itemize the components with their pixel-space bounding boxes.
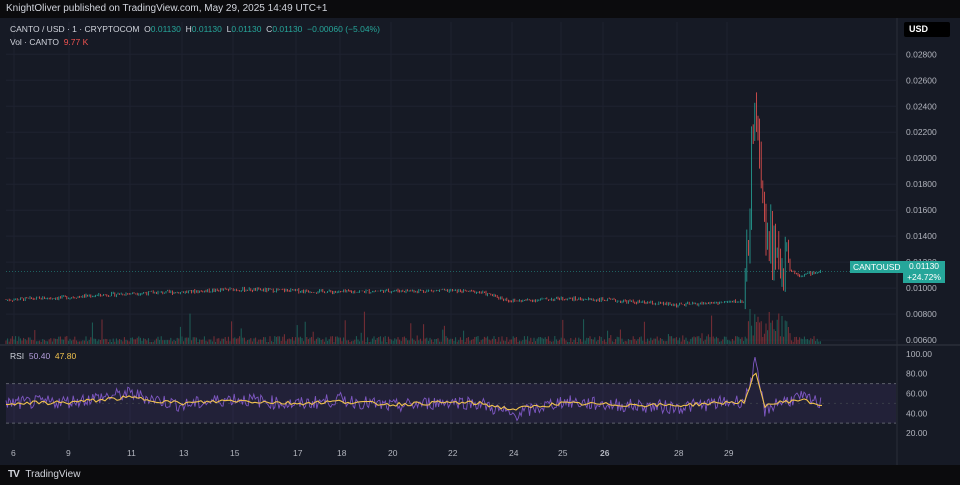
price-tick-label: 0.00600	[906, 335, 937, 345]
close-label: C	[266, 24, 273, 34]
low-value: 0.01130	[231, 24, 262, 34]
open-value: 0.01130	[150, 24, 181, 34]
last-price-value: 0.01130	[908, 261, 940, 271]
rsi-tick-label: 40.00	[906, 408, 928, 418]
publisher-text: KnightOliver published on TradingView.co…	[6, 3, 328, 14]
footer-bar: TV TradingView	[0, 465, 960, 485]
x-tick-label: 15	[230, 448, 240, 458]
x-tick-label: 6	[11, 448, 16, 458]
x-tick-label: 9	[66, 448, 71, 458]
rsi-value: 50.40	[28, 351, 51, 361]
rsi-tick-label: 60.00	[906, 389, 928, 399]
rsi-ma-line	[5, 372, 822, 411]
high-label: H	[185, 24, 192, 34]
price-tick-label: 0.01400	[906, 231, 937, 241]
price-tick-label: 0.02200	[906, 127, 937, 137]
x-tick-label: 28	[674, 448, 684, 458]
x-tick-label: 24	[509, 448, 519, 458]
price-tick-label: 0.01000	[906, 283, 937, 293]
x-tick-label: 11	[127, 448, 136, 458]
x-tick-label: 22	[448, 448, 458, 458]
rsi-tick-label: 100.00	[906, 349, 932, 359]
last-price-change: +24.72%	[907, 272, 941, 282]
price-tick-label: 0.01800	[906, 179, 937, 189]
last-price-ticker: CANTOUSD	[850, 261, 904, 273]
x-tick-label: 13	[179, 448, 189, 458]
symbol-label: CANTO / USD · 1 · CRYPTOCOM	[10, 24, 140, 34]
symbol-legend[interactable]: CANTO / USD · 1 · CRYPTOCOM O0.01130 H0.…	[10, 24, 380, 34]
open-label: O	[144, 24, 151, 34]
x-tick-label: 26	[600, 448, 610, 458]
close-value: 0.01130	[272, 24, 303, 34]
price-tick-label: 0.02400	[906, 101, 937, 111]
x-tick-label: 20	[388, 448, 398, 458]
price-tick-label: 0.02000	[906, 153, 937, 163]
last-price-tag: 0.01130 +24.72%	[903, 261, 945, 283]
x-tick-label: 25	[558, 448, 568, 458]
price-tick-label: 0.02800	[906, 49, 937, 59]
price-tick-label: 0.01600	[906, 205, 937, 215]
x-tick-label: 29	[724, 448, 734, 458]
chart-canvas[interactable]: 0.02800 0.02600 0.02400 0.02200 0.02000 0.018…	[0, 18, 960, 465]
price-tick-label: 0.00800	[906, 309, 937, 319]
change-value: −0.00060 (−5.04%)	[307, 24, 380, 34]
tradingview-logo-icon[interactable]: TV	[8, 469, 20, 480]
volume-legend[interactable]: Vol · CANTO 9.77 K	[10, 37, 88, 47]
price-tick-label: 0.02600	[906, 75, 937, 85]
brand-name[interactable]: TradingView	[25, 469, 81, 480]
publisher-bar: KnightOliver published on TradingView.co…	[0, 0, 960, 18]
volume-label: Vol · CANTO	[10, 37, 59, 47]
chart-area[interactable]: 0.02800 0.02600 0.02400 0.02200 0.02000 0.018…	[0, 18, 960, 465]
volume-value: 9.77 K	[63, 37, 89, 47]
x-tick-label: 17	[293, 448, 303, 458]
rsi-tick-label: 20.00	[906, 428, 928, 438]
rsi-legend[interactable]: RSI 50.40 47.80	[10, 351, 76, 361]
x-tick-label: 18	[337, 448, 347, 458]
rsi-tick-label: 80.00	[906, 369, 928, 379]
rsi-ma-value: 47.80	[54, 351, 77, 361]
low-label: L	[226, 24, 232, 34]
rsi-label: RSI	[10, 351, 25, 361]
high-value: 0.01130	[191, 24, 222, 34]
currency-button[interactable]: USD	[904, 22, 950, 37]
rsi-line	[5, 357, 822, 422]
